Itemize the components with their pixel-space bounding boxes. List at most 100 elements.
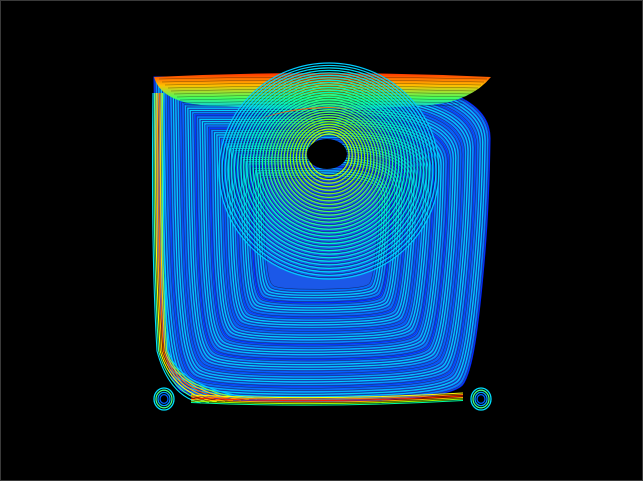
streamline bbox=[230, 147, 413, 324]
vortex-ring bbox=[299, 126, 360, 188]
left-wall-streamline bbox=[159, 92, 242, 401]
vortex-ring-separator bbox=[294, 122, 364, 193]
vortex-ring-separator bbox=[300, 127, 358, 186]
left-wall-streamline bbox=[156, 92, 226, 402]
streamline bbox=[243, 159, 400, 311]
vortex-ring-separator bbox=[238, 78, 420, 257]
vortex-ring bbox=[280, 111, 378, 209]
left-wall-boundary-layer bbox=[151, 92, 258, 404]
vortex-ring-separator bbox=[241, 81, 417, 254]
bottom-wall-streamline bbox=[190, 392, 464, 399]
vortex-ring bbox=[249, 86, 409, 245]
vortex-ring-separator bbox=[247, 86, 411, 247]
vortex-ring-separator bbox=[226, 68, 432, 271]
vortex-ring-separator bbox=[232, 73, 426, 264]
vortex-ring bbox=[264, 99, 394, 227]
vortex-ring-separator bbox=[291, 120, 367, 197]
eddy-ring bbox=[470, 387, 492, 411]
streamline-separator bbox=[195, 115, 448, 359]
primary-vortex bbox=[218, 62, 440, 280]
vortex-ring bbox=[302, 128, 356, 184]
eddy-ring bbox=[153, 387, 175, 411]
bottom-wall-streamline bbox=[190, 395, 464, 402]
streamline-separator bbox=[183, 104, 460, 372]
vortex-ring bbox=[292, 121, 366, 195]
vortex-ring bbox=[230, 72, 428, 266]
streamline bbox=[201, 121, 442, 353]
streamline-separator bbox=[254, 169, 389, 300]
vortex-ring-separator bbox=[219, 63, 439, 279]
vortex-ring-separator bbox=[297, 125, 361, 190]
vortex-ring bbox=[240, 79, 418, 255]
streamline bbox=[252, 168, 391, 301]
vortex-ring-separator bbox=[223, 66, 435, 275]
bottom-wall-boundary-layer bbox=[190, 392, 464, 406]
streamline bbox=[228, 145, 415, 326]
vortex-ring-separator bbox=[235, 76, 423, 261]
eddy-ring bbox=[472, 389, 490, 409]
eddy-ring bbox=[476, 393, 486, 405]
bottom-wall-streamline bbox=[190, 394, 464, 400]
vortex-ring-separator bbox=[266, 100, 392, 225]
left-wall-streamline bbox=[163, 92, 258, 400]
left-wall-streamline bbox=[153, 92, 210, 403]
streamline bbox=[184, 105, 459, 371]
lid-streamline bbox=[158, 76, 488, 80]
streamline bbox=[223, 141, 420, 331]
left-wall-streamline bbox=[161, 92, 250, 400]
streamline-separator bbox=[227, 144, 416, 327]
streamline-separator bbox=[203, 122, 441, 352]
vortex-ring bbox=[277, 108, 381, 213]
vortex-ring bbox=[243, 82, 415, 252]
vortex-core bbox=[307, 139, 347, 169]
streamline-separator bbox=[208, 126, 436, 347]
vortex-ring bbox=[221, 64, 437, 277]
vortex-ring-separator bbox=[303, 130, 355, 183]
streamline bbox=[182, 103, 462, 373]
streamline bbox=[187, 107, 457, 368]
left-wall-streamline bbox=[158, 92, 234, 402]
bottom-left-corner-eddy bbox=[153, 387, 175, 411]
streamline-separator bbox=[212, 131, 431, 342]
eddy-ring bbox=[474, 391, 488, 407]
vortex-ring bbox=[218, 62, 440, 280]
vortex-ring-separator bbox=[257, 93, 401, 236]
vortex-ring-separator bbox=[278, 110, 380, 211]
streamline bbox=[218, 136, 425, 336]
vortex-ring-separator bbox=[285, 115, 373, 204]
streamline bbox=[262, 176, 381, 291]
streamline bbox=[235, 152, 408, 319]
vortex-ring bbox=[227, 69, 431, 269]
vortex-ring-separator bbox=[250, 88, 408, 243]
bottom-wall-streamline bbox=[190, 400, 464, 406]
vortex-ring-separator bbox=[306, 132, 352, 179]
vortex-ring bbox=[295, 123, 363, 191]
vortex-ring bbox=[286, 116, 372, 202]
vortex-ring-separator bbox=[288, 117, 370, 200]
streamline-separator bbox=[241, 158, 402, 312]
streamline-separator bbox=[193, 113, 451, 362]
streamline bbox=[245, 161, 398, 309]
streamline bbox=[192, 112, 452, 363]
vortex-ring-separator bbox=[275, 108, 383, 215]
vortex-ring bbox=[283, 113, 375, 206]
streamline bbox=[247, 163, 395, 306]
bottom-right-corner-eddy bbox=[470, 387, 492, 411]
vortex-ring-separator bbox=[263, 98, 395, 229]
bottom-wall-streamline bbox=[190, 398, 464, 405]
vortex-ring-separator bbox=[244, 83, 414, 250]
lid-streamline bbox=[182, 100, 464, 104]
streamline-separator bbox=[217, 135, 426, 337]
bottom-wall-streamline bbox=[190, 397, 464, 403]
vortex-ring bbox=[289, 118, 369, 198]
vortex-ring bbox=[233, 74, 425, 262]
vortex-ring-separator bbox=[260, 95, 398, 232]
streamline-separator bbox=[237, 153, 406, 317]
streamline-separator bbox=[239, 155, 404, 315]
eddy-ring bbox=[159, 393, 169, 405]
vortex-ring bbox=[246, 84, 412, 248]
vortex-ring bbox=[258, 94, 400, 234]
vortex-ring-separator bbox=[229, 71, 429, 268]
